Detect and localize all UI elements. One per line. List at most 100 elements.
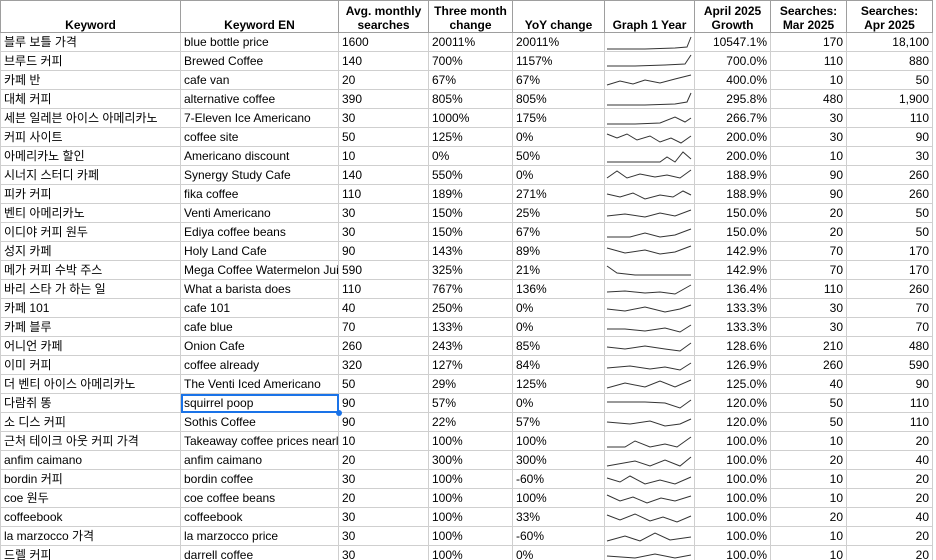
cell[interactable]: alternative coffee [180, 89, 339, 109]
cell[interactable]: The Venti Iced Americano [180, 374, 339, 394]
cell[interactable]: 480 [846, 336, 933, 356]
cell[interactable]: 100.0% [694, 545, 771, 560]
cell[interactable]: 120.0% [694, 412, 771, 432]
cell[interactable]: 175% [512, 108, 605, 128]
cell[interactable]: 125% [428, 127, 513, 147]
cell[interactable]: 7-Eleven Ice Americano [180, 108, 339, 128]
cell[interactable]: 50 [846, 203, 933, 223]
cell[interactable]: 더 벤티 아이스 아메리카노 [0, 374, 181, 394]
cell[interactable]: la marzocco price [180, 526, 339, 546]
cell[interactable]: 100% [512, 488, 605, 508]
cell[interactable]: 10 [770, 469, 847, 489]
cell[interactable]: 바리 스타 가 하는 일 [0, 279, 181, 299]
cell[interactable]: 100.0% [694, 450, 771, 470]
cell[interactable]: anfim caimano [0, 450, 181, 470]
cell[interactable]: 10 [770, 488, 847, 508]
cell[interactable]: 142.9% [694, 241, 771, 261]
cell[interactable]: 84% [512, 355, 605, 375]
cell[interactable]: 50 [338, 127, 429, 147]
cell[interactable]: 10547.1% [694, 32, 771, 52]
cell[interactable]: 소 디스 커피 [0, 412, 181, 432]
cell[interactable]: 30 [338, 203, 429, 223]
cell[interactable]: 143% [428, 241, 513, 261]
cell[interactable]: 커피 사이트 [0, 127, 181, 147]
cell[interactable]: 30 [846, 146, 933, 166]
cell[interactable]: 30 [338, 469, 429, 489]
cell[interactable]: 100% [428, 431, 513, 451]
cell[interactable]: 근처 테이크 아웃 커피 가격 [0, 431, 181, 451]
cell[interactable]: 브루드 커피 [0, 51, 181, 71]
cell[interactable]: 133.3% [694, 317, 771, 337]
cell[interactable]: 10 [770, 70, 847, 90]
cell[interactable]: 243% [428, 336, 513, 356]
cell[interactable]: 767% [428, 279, 513, 299]
cell[interactable]: 480 [770, 89, 847, 109]
cell[interactable]: 142.9% [694, 260, 771, 280]
cell[interactable]: 805% [428, 89, 513, 109]
cell[interactable]: 40 [338, 298, 429, 318]
cell[interactable]: coffee site [180, 127, 339, 147]
cell[interactable]: 아메리카노 할인 [0, 146, 181, 166]
cell[interactable]: 20 [338, 70, 429, 90]
cell[interactable]: cafe 101 [180, 298, 339, 318]
cell[interactable]: 125% [512, 374, 605, 394]
cell[interactable]: 271% [512, 184, 605, 204]
cell[interactable]: 126.9% [694, 355, 771, 375]
cell[interactable]: 150% [428, 222, 513, 242]
cell[interactable]: 20 [846, 431, 933, 451]
cell[interactable]: 70 [846, 317, 933, 337]
cell[interactable]: 어니언 카페 [0, 336, 181, 356]
cell[interactable]: 110 [846, 412, 933, 432]
cell[interactable]: 20 [846, 469, 933, 489]
cell[interactable]: 110 [338, 279, 429, 299]
cell[interactable]: 200.0% [694, 127, 771, 147]
cell[interactable]: 18,100 [846, 32, 933, 52]
cell[interactable]: 20 [770, 222, 847, 242]
cell[interactable]: 200.0% [694, 146, 771, 166]
selection-handle[interactable] [335, 409, 342, 416]
cell[interactable]: 0% [512, 127, 605, 147]
cell[interactable]: Synergy Study Cafe [180, 165, 339, 185]
cell[interactable]: 100.0% [694, 488, 771, 508]
cell[interactable]: 70 [338, 317, 429, 337]
cell[interactable]: coffeebook [180, 507, 339, 527]
cell[interactable]: 188.9% [694, 184, 771, 204]
cell[interactable]: 25% [512, 203, 605, 223]
cell[interactable]: 카페 반 [0, 70, 181, 90]
cell[interactable]: coe 원두 [0, 488, 181, 508]
cell[interactable]: 100% [428, 507, 513, 527]
cell[interactable]: 110 [846, 108, 933, 128]
cell[interactable]: 110 [338, 184, 429, 204]
cell[interactable]: 20 [846, 545, 933, 560]
cell[interactable]: 0% [512, 545, 605, 560]
cell[interactable]: anfim caimano [180, 450, 339, 470]
cell[interactable]: 50 [846, 222, 933, 242]
cell[interactable]: 110 [770, 51, 847, 71]
cell[interactable]: 120.0% [694, 393, 771, 413]
cell[interactable]: 10 [770, 545, 847, 560]
cell[interactable]: coffee already [180, 355, 339, 375]
cell[interactable]: Venti Americano [180, 203, 339, 223]
cell[interactable]: 100% [512, 431, 605, 451]
cell[interactable]: -60% [512, 469, 605, 489]
cell[interactable]: 127% [428, 355, 513, 375]
cell[interactable]: 10 [770, 146, 847, 166]
cell[interactable]: 90 [770, 165, 847, 185]
cell[interactable]: 57% [428, 393, 513, 413]
cell[interactable]: 29% [428, 374, 513, 394]
cell[interactable]: 30 [770, 108, 847, 128]
cell[interactable]: 133.3% [694, 298, 771, 318]
cell[interactable]: 188.9% [694, 165, 771, 185]
cell[interactable]: 260 [846, 279, 933, 299]
cell[interactable]: 150% [428, 203, 513, 223]
cell[interactable]: 30 [338, 545, 429, 560]
cell[interactable]: 320 [338, 355, 429, 375]
cell[interactable]: 50% [512, 146, 605, 166]
cell[interactable]: 드렐 커피 [0, 545, 181, 560]
cell[interactable]: 카페 101 [0, 298, 181, 318]
cell[interactable]: 30 [338, 526, 429, 546]
cell[interactable]: 67% [512, 222, 605, 242]
cell[interactable]: cafe blue [180, 317, 339, 337]
cell[interactable]: 100.0% [694, 526, 771, 546]
cell[interactable]: 150.0% [694, 203, 771, 223]
